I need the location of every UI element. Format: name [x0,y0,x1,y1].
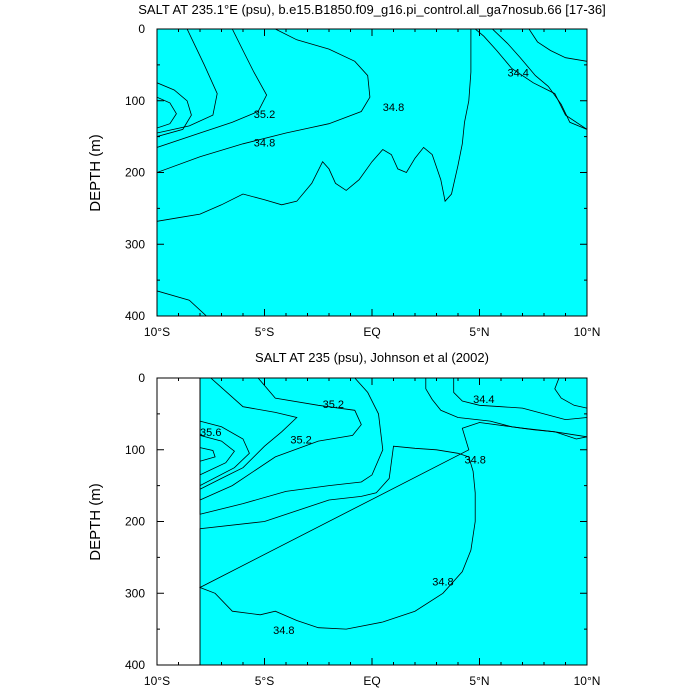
y-tick-label: 100 [125,443,145,457]
salinity-band-c-34-4 [491,29,587,130]
contour-label: 34.8 [254,138,275,150]
y-tick-label: 300 [125,237,145,251]
salinity-band-c-35-8 [157,82,192,138]
salinity-band-c-lt-34-4 [528,29,587,62]
salinity-band-c-lt-34-4 [554,378,587,409]
contour-label: 35.2 [254,109,275,121]
y-tick-label: 0 [138,371,145,385]
panel-top-y-axis-label: DEPTH (m) [87,134,104,212]
panel-bottom-title: SALT AT 235 (psu), Johnson et al (2002) [255,350,489,365]
panel-top-contour-labels: 35.2 34.8 34.8 34.4 [254,67,529,149]
contour-label: 34.4 [473,394,494,406]
x-tick-label: 10°N [574,325,601,339]
contour-label: 34.8 [432,576,453,588]
y-tick-label: 0 [138,22,145,36]
x-tick-label: 10°S [144,325,170,339]
x-tick-label: 10°S [144,674,170,688]
x-tick-label: 5°N [469,674,489,688]
salinity-band-c-35-2 [199,378,362,501]
contour-label: 35.2 [323,399,344,411]
salinity-band-c-34-4 [453,378,587,421]
panel-top: SALT AT 235.1°E (psu), b.e15.B1850.f09_g… [87,2,606,339]
salinity-band-c-35-0 [199,378,384,515]
x-tick-label: 5°S [255,674,274,688]
contour-label: 34.8 [464,454,485,466]
salinity-band-c-34-6 [199,422,587,665]
salinity-band-c-35-6 [157,29,218,134]
y-tick-label: 400 [125,309,145,323]
salinity-base-band [157,29,587,316]
y-tick-label: 200 [125,166,145,180]
contour-label: 34.8 [273,625,294,637]
salinity-band-c-34-6 [474,29,587,130]
y-tick-label: 200 [125,515,145,529]
salinity-band-c-35-6 [199,420,250,487]
x-tick-label: EQ [363,674,380,688]
panel-bottom-y-axis-label: DEPTH (m) [87,483,104,561]
panel-top-title: SALT AT 235.1°E (psu), b.e15.B1850.f09_g… [138,2,606,17]
x-tick-label: EQ [363,325,380,339]
panel-bottom-plot-area [157,378,587,665]
contour-label: 35.2 [290,434,311,446]
panel-top-plot-area [157,29,587,316]
salinity-band-c-35-0 [157,29,371,173]
salinity-base-band [200,378,587,665]
panel-bottom: SALT AT 235 (psu), Johnson et al (2002) … [87,350,600,688]
y-tick-label: 400 [125,658,145,672]
contour-label: 35.6 [200,427,221,439]
y-tick-label: 300 [125,586,145,600]
panel-bottom-axes: 10°S 5°S EQ 5°N 10°N 0 100 200 300 400 [125,371,600,688]
salinity-band-c-35-4 [199,378,298,490]
panel-top-axes: 10°S 5°S EQ 5°N 10°N 0 100 200 300 400 [125,22,600,339]
x-tick-label: 10°N [574,674,601,688]
salinity-band-c-36-0 [199,447,216,462]
contour-label: 34.4 [507,67,528,79]
salinity-band-c-34-8 [157,290,207,316]
salinity-band-c-36-0 [157,96,177,129]
y-tick-label: 100 [125,94,145,108]
salinity-band-c-35-8 [199,434,235,476]
salinity-band-c-35-2 [157,29,268,148]
salinity-band-c-34-8 [157,29,472,222]
x-tick-label: 5°S [255,325,274,339]
x-tick-label: 5°N [469,325,489,339]
panel-bottom-contour-labels: 35.6 35.2 35.2 34.4 34.8 34.8 34.8 [200,394,494,637]
contour-label: 34.8 [383,102,404,114]
